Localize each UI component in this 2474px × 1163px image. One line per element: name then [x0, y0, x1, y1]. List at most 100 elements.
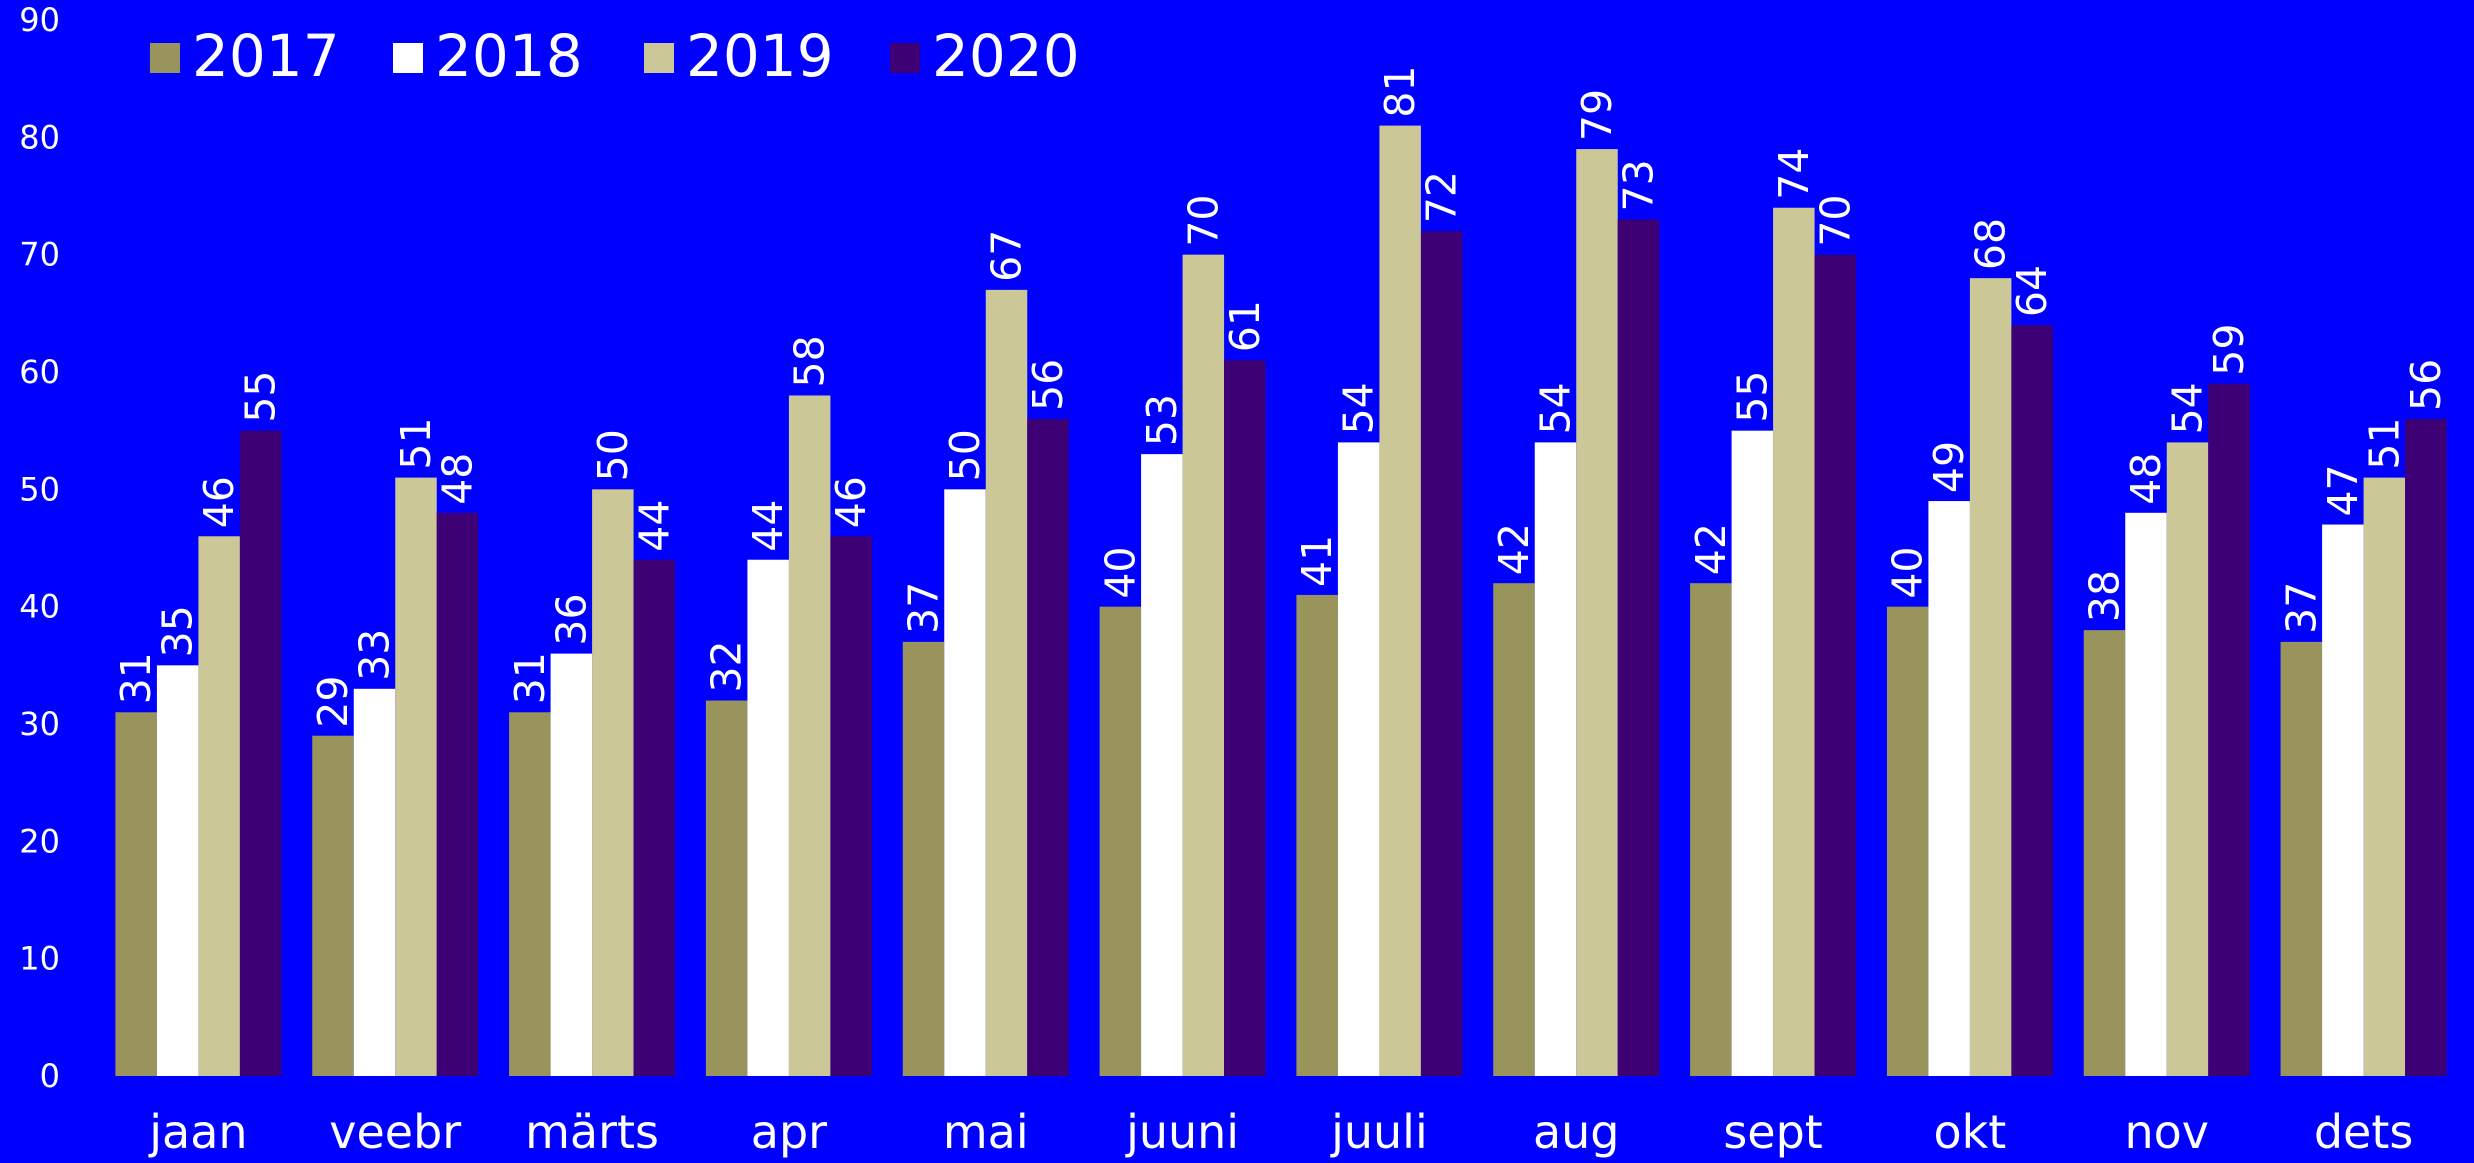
data-label: 79 [1573, 89, 1621, 141]
data-label: 73 [1615, 159, 1663, 211]
bar [312, 735, 354, 1076]
data-label: 48 [2122, 453, 2170, 505]
data-label: 70 [1811, 194, 1859, 246]
bar [2208, 383, 2250, 1076]
data-label: 61 [1221, 300, 1269, 352]
bar [1886, 606, 1929, 1076]
bar [239, 430, 282, 1077]
bar [1224, 360, 1266, 1076]
bar [156, 665, 199, 1076]
data-label: 44 [630, 500, 678, 552]
bar [633, 559, 676, 1076]
data-label: 64 [2008, 265, 2056, 317]
bar [2011, 325, 2053, 1077]
data-label: 56 [1024, 359, 1072, 411]
bars: 3135465529335148313650443244584637506756… [112, 65, 2450, 1077]
data-label: 81 [1376, 65, 1424, 117]
legend-label: 2018 [435, 22, 583, 90]
bar [1182, 254, 1225, 1076]
bar [1814, 254, 1857, 1076]
bar [1690, 583, 1732, 1076]
data-label: 37 [2277, 582, 2325, 634]
y-tick-label: 40 [19, 588, 60, 626]
bar [1731, 430, 1774, 1077]
data-label: 70 [1179, 194, 1227, 246]
legend-swatch [644, 43, 674, 73]
bar [1296, 594, 1338, 1076]
data-label: 48 [434, 453, 482, 505]
data-label: 68 [1967, 218, 2015, 270]
bar [747, 559, 789, 1076]
data-label: 44 [744, 500, 792, 552]
data-label: 41 [1293, 535, 1341, 587]
bar [198, 536, 240, 1076]
x-tick-label: dets [2314, 1105, 2414, 1159]
data-label: 37 [900, 582, 948, 634]
bar [1617, 219, 1660, 1076]
data-label: 47 [2319, 464, 2367, 516]
x-tick-label: okt [1934, 1105, 2007, 1159]
data-label: 46 [827, 476, 875, 528]
data-label: 54 [1532, 382, 1580, 434]
data-label: 31 [506, 652, 554, 704]
bar [550, 653, 593, 1076]
data-label: 33 [351, 629, 399, 681]
data-label: 29 [309, 676, 357, 728]
bar [2125, 512, 2167, 1076]
bar [788, 395, 831, 1076]
bar [2322, 524, 2364, 1076]
bar [2363, 477, 2406, 1077]
y-tick-label: 10 [19, 940, 60, 978]
x-tick-label: veebr [329, 1105, 461, 1159]
y-tick-label: 90 [19, 1, 60, 39]
data-label: 35 [154, 605, 202, 657]
bar [1928, 501, 1970, 1077]
bar [2083, 630, 2126, 1076]
bar [2280, 641, 2323, 1076]
y-tick-label: 70 [19, 236, 60, 274]
data-label: 46 [195, 476, 243, 528]
bar [1773, 207, 1815, 1076]
bar [985, 289, 1028, 1076]
bar [2166, 442, 2209, 1076]
data-label: 55 [1728, 370, 1776, 422]
bar [1493, 583, 1535, 1076]
data-label: 59 [2205, 324, 2253, 376]
bar [1969, 278, 2012, 1077]
bar [1576, 149, 1618, 1077]
bar [436, 512, 479, 1076]
legend-swatch [890, 43, 920, 73]
bar [830, 536, 872, 1076]
legend: 2017 2018 2019 2020 [150, 22, 1080, 90]
data-label: 74 [1770, 148, 1818, 200]
data-label: 72 [1418, 171, 1466, 223]
data-label: 42 [1687, 523, 1735, 575]
y-axis: 0 10 20 30 40 50 60 70 80 90 [19, 1, 60, 1095]
data-label: 31 [112, 652, 160, 704]
data-label: 51 [392, 417, 440, 469]
bar [115, 712, 157, 1076]
x-tick-label: juuli [1330, 1105, 1428, 1159]
bar [1027, 418, 1069, 1076]
y-tick-label: 0 [40, 1057, 60, 1095]
bar [509, 712, 551, 1076]
legend-swatch [393, 43, 423, 73]
data-label: 40 [1096, 546, 1144, 598]
bar [1141, 454, 1183, 1077]
y-tick-label: 30 [19, 705, 60, 743]
data-label: 51 [2360, 417, 2408, 469]
legend-label: 2020 [932, 22, 1080, 90]
data-label: 32 [703, 640, 751, 692]
x-tick-label: juuni [1125, 1105, 1239, 1159]
bar [902, 641, 945, 1076]
data-label: 54 [2164, 382, 2212, 434]
y-tick-label: 20 [19, 822, 60, 860]
bar [1099, 606, 1142, 1076]
bar [592, 489, 634, 1076]
x-tick-label: jaan [148, 1105, 247, 1159]
x-tick-label: märts [525, 1105, 659, 1159]
bar [944, 489, 986, 1076]
data-label: 56 [2402, 359, 2450, 411]
data-label: 42 [1490, 523, 1538, 575]
bar [1379, 125, 1421, 1077]
